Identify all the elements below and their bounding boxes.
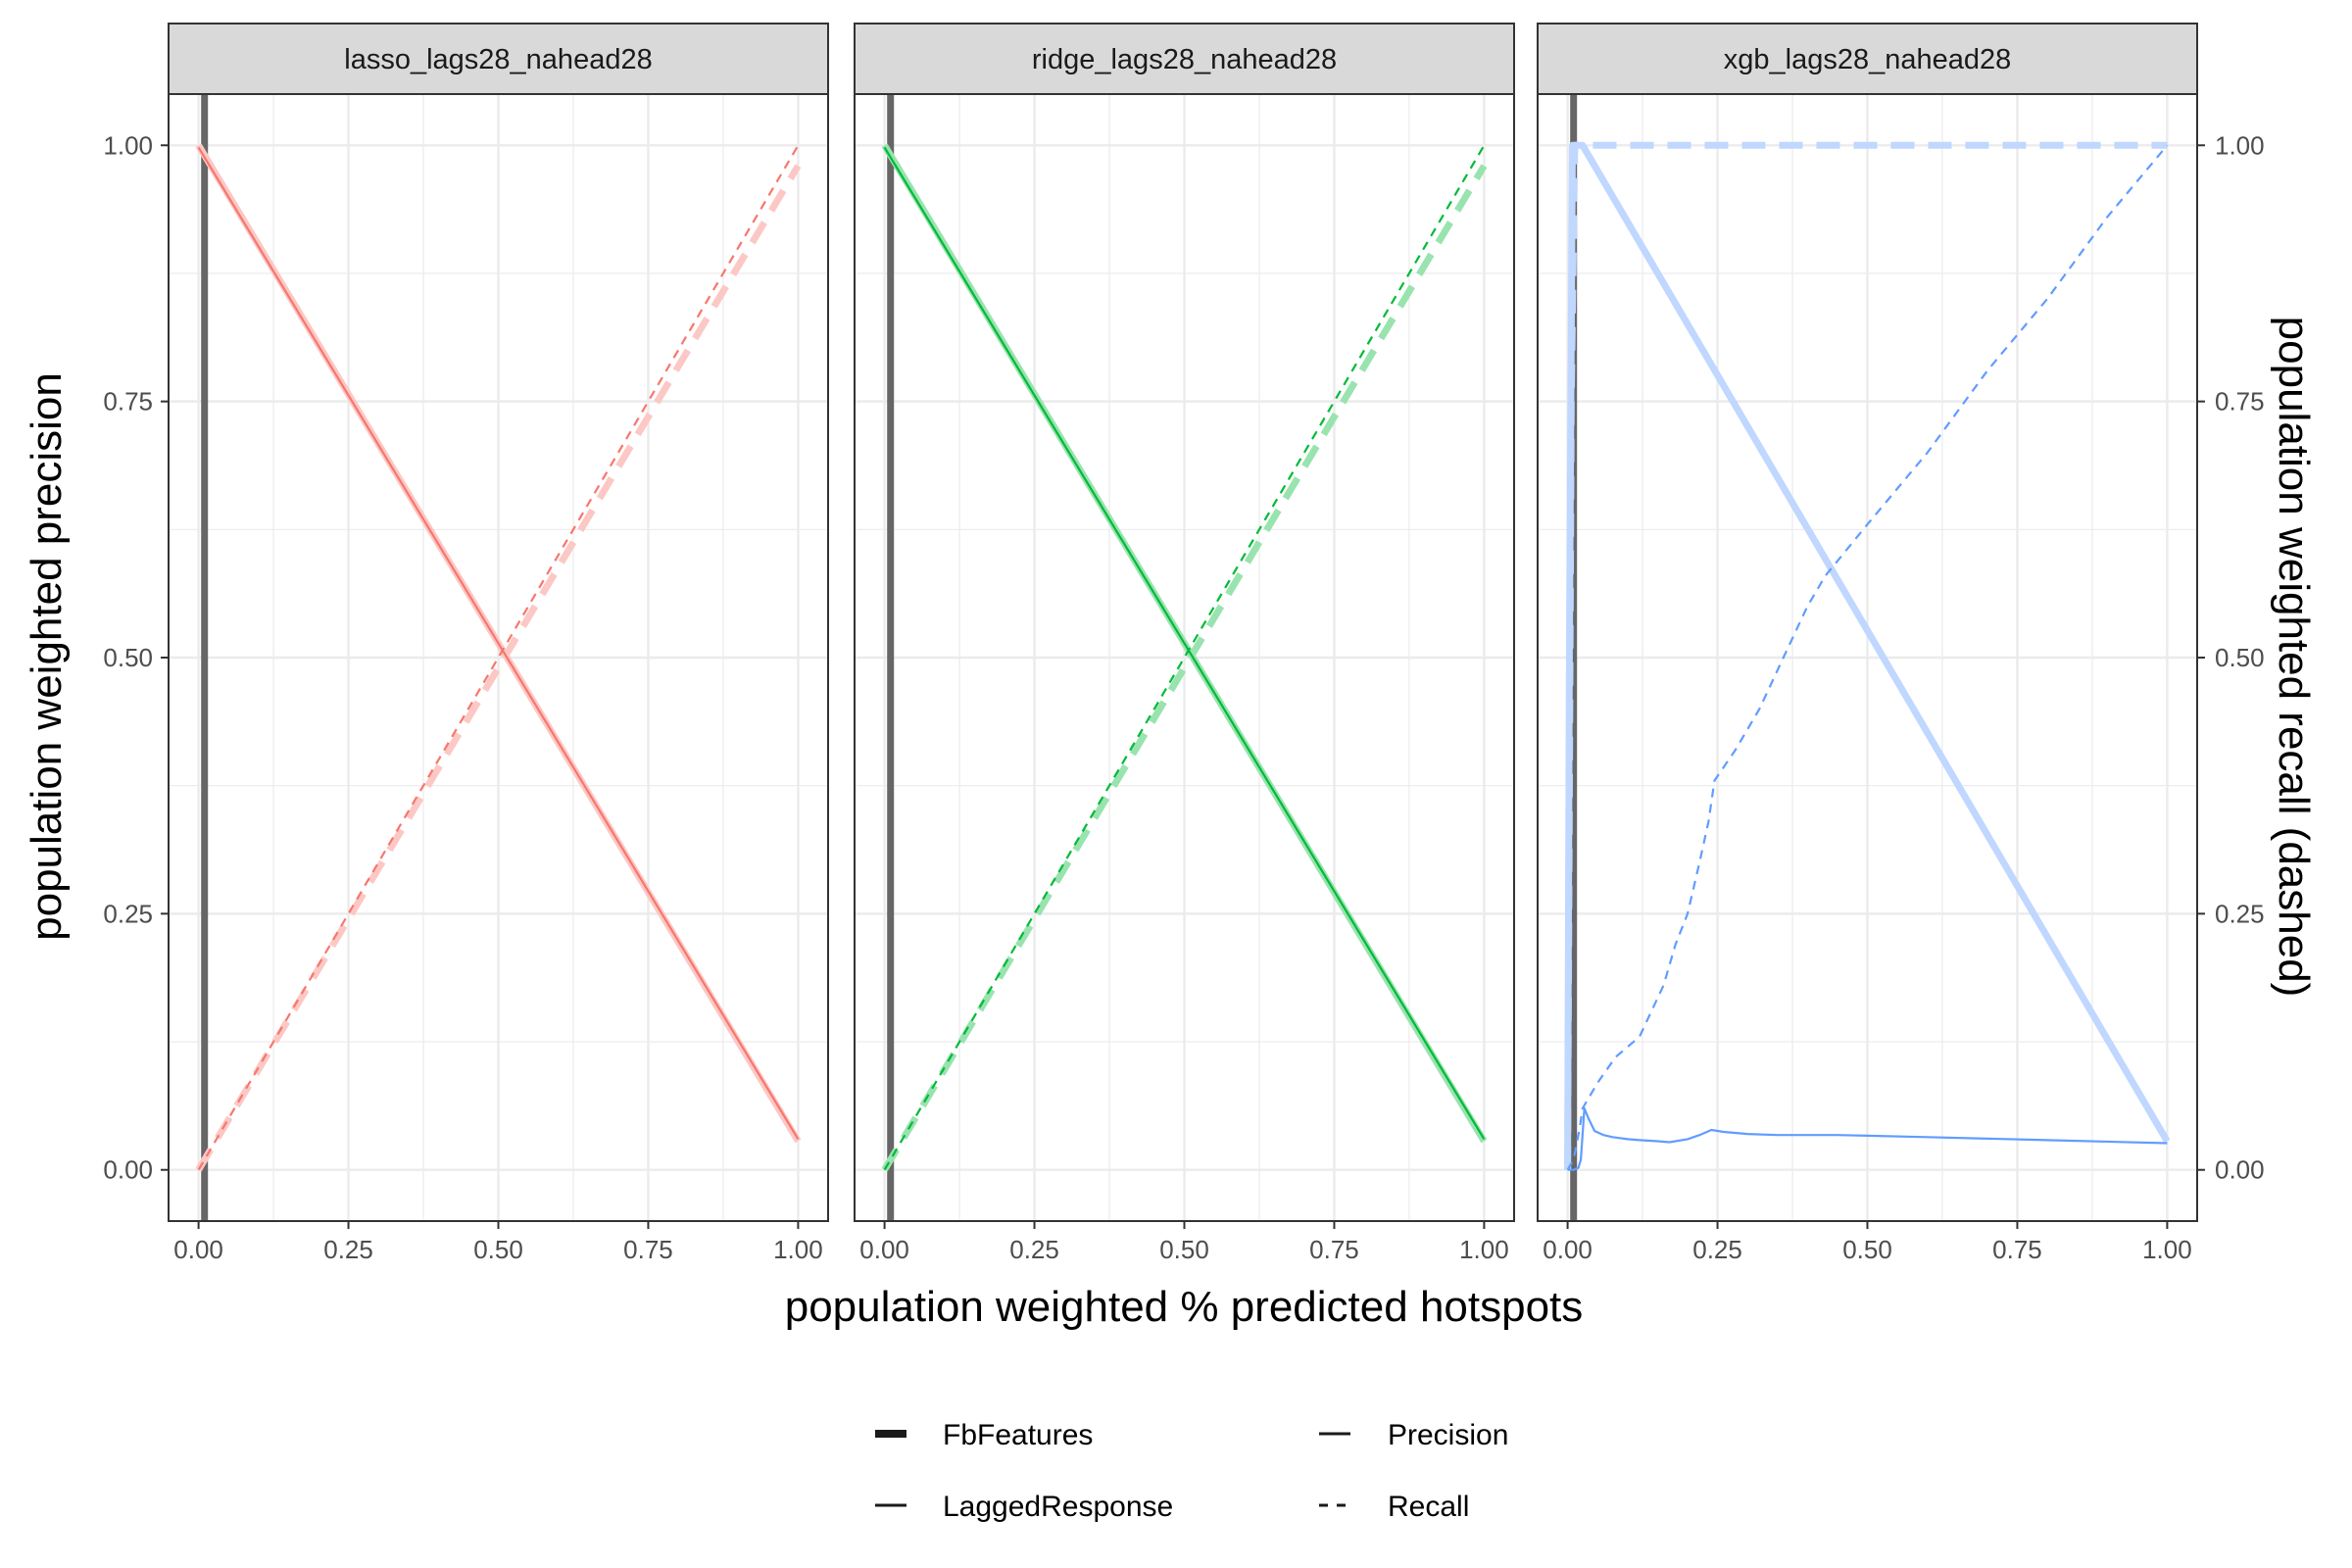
- x-tick-label: 0.50: [1842, 1235, 1892, 1264]
- legend-label-laggedresponse: LaggedResponse: [943, 1491, 1173, 1523]
- x-tick-label: 0.00: [173, 1235, 223, 1264]
- y-axis-title-right: population weighted recall (dashed): [2270, 317, 2318, 998]
- recall-laggedresponse-line: [883, 144, 1486, 1171]
- y-axis-title: population weighted precision: [23, 372, 71, 941]
- precision-laggedresponse-line: [197, 146, 800, 1140]
- x-tick-label: 1.00: [773, 1235, 823, 1264]
- x-tick-label: 0.50: [1159, 1235, 1209, 1264]
- recall-laggedresponse-line: [197, 144, 800, 1171]
- facet-strip-label: xgb_lags28_nahead28: [1724, 44, 2012, 75]
- y-tick-label-right: 0.00: [2215, 1155, 2265, 1185]
- y-tick-label: 0.50: [103, 643, 153, 672]
- facet-strip: [1537, 23, 2198, 95]
- y-tick-label: 0.75: [103, 387, 153, 416]
- legend-label-recall: Recall: [1388, 1491, 1469, 1523]
- x-axis-title: population weighted % predicted hotspots: [785, 1283, 1584, 1331]
- y-tick-label-right: 1.00: [2215, 130, 2265, 160]
- legend: FbFeatures LaggedResponse Precision Reca…: [875, 1419, 1508, 1523]
- legend-label-fbfeatures: FbFeatures: [943, 1419, 1093, 1451]
- y-tick-label-right: 0.25: [2215, 899, 2265, 928]
- y-tick-label-right: 0.75: [2215, 387, 2265, 416]
- x-tick-label: 0.75: [623, 1235, 673, 1264]
- x-tick-label: 0.25: [1009, 1235, 1059, 1264]
- recall-fbfeatures-line: [881, 164, 1488, 1172]
- y-tick-label: 0.25: [103, 899, 153, 928]
- recall-fbfeatures-line: [195, 164, 802, 1172]
- facet-strip-label: ridge_lags28_nahead28: [1032, 44, 1337, 75]
- x-tick-label: 0.00: [859, 1235, 909, 1264]
- y-tick-label-right: 0.50: [2215, 643, 2265, 672]
- x-tick-label: 0.50: [473, 1235, 523, 1264]
- precision-laggedresponse-line: [1567, 1106, 2168, 1171]
- facet-strip-label: lasso_lags28_nahead28: [344, 44, 652, 75]
- x-tick-label: 0.75: [1992, 1235, 2042, 1264]
- x-tick-label: 0.25: [323, 1235, 373, 1264]
- panels-layer: lasso_lags28_nahead28 0.00 0.25 0.50 0.75 1.0…: [103, 23, 2265, 1264]
- y-tick-label: 0.00: [103, 1155, 153, 1185]
- x-tick-label: 1.00: [1459, 1235, 1509, 1264]
- legend-label-precision: Precision: [1388, 1419, 1508, 1451]
- recall-fbfeatures-line: [1564, 141, 2168, 1170]
- panel-3: xgb_lags28_nahead28 0.00 0.25 0.50 0.75 1.00 0…: [1537, 23, 2265, 1264]
- x-tick-label: 0.75: [1309, 1235, 1359, 1264]
- panel-1: lasso_lags28_nahead28 0.00 0.25 0.50 0.75 1.0…: [103, 23, 829, 1264]
- x-tick-label: 0.00: [1543, 1235, 1592, 1264]
- y-tick-label: 1.00: [103, 130, 153, 160]
- x-tick-label: 0.25: [1692, 1235, 1742, 1264]
- panel-2: ridge_lags28_nahead28 0.00 0.25 0.50 0.75 1.0…: [854, 23, 1515, 1264]
- precision-laggedresponse-line: [883, 146, 1486, 1140]
- x-tick-label: 1.00: [2142, 1235, 2192, 1264]
- recall-laggedresponse-line: [1566, 144, 2169, 1171]
- facet-strip: [168, 23, 829, 95]
